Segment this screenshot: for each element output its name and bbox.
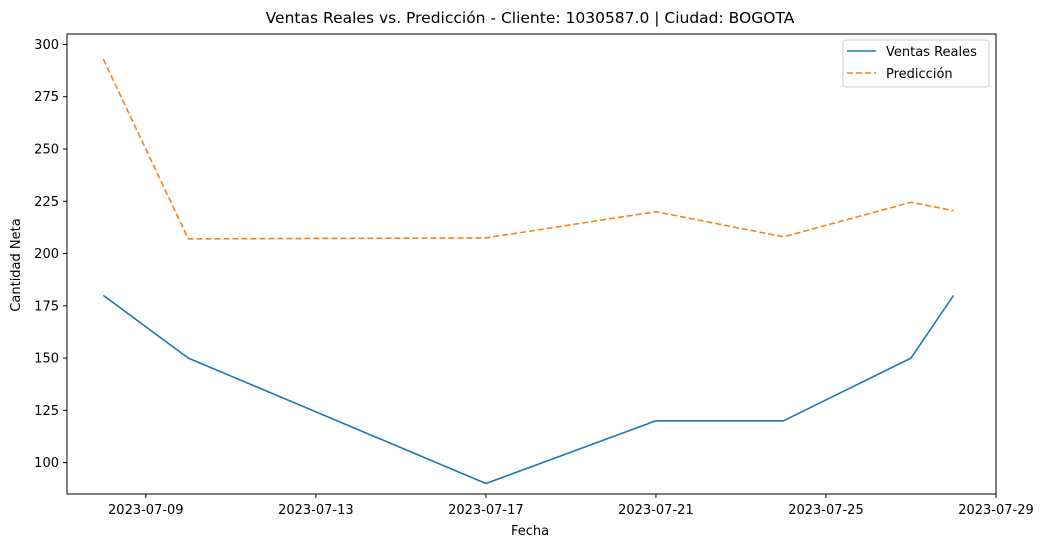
y-tick-label: 275 [34,90,59,105]
y-tick-label: 100 [34,456,59,471]
x-tick-label: 2023-07-09 [108,503,184,518]
x-tick-label: 2023-07-17 [448,503,524,518]
x-axis-ticks: 2023-07-09 2023-07-13 2023-07-17 2023-07-21… [108,494,1034,518]
y-tick-label: 150 [34,352,59,367]
x-tick-label: 2023-07-21 [618,503,694,518]
legend-label: Predicción [886,67,953,82]
y-tick-label: 225 [34,195,59,210]
plot-frame [66,33,997,495]
y-tick-label: 300 [34,38,59,53]
y-axis-ticks: 100 125 150 175 200 225 250 275 300 [34,38,67,471]
series-line-prediccion [102,58,954,240]
x-tick-label: 2023-07-29 [958,503,1034,518]
chart-title: Ventas Reales vs. Predicción - Cliente: … [266,9,795,27]
x-axis-label: Fecha [511,524,549,539]
x-tick-label: 2023-07-13 [278,503,354,518]
y-tick-label: 250 [34,143,59,158]
legend: Ventas Reales Predicción [842,39,990,88]
plot-area [66,33,997,495]
x-tick-label: 2023-07-25 [788,503,864,518]
series-line-ventas-reales [102,294,955,485]
y-tick-label: 125 [34,404,59,419]
legend-label: Ventas Reales [886,45,977,60]
y-axis-label: Cantidad Neta [9,218,24,311]
legend-box [842,39,990,88]
y-tick-label: 200 [34,247,59,262]
y-tick-label: 175 [34,299,59,314]
